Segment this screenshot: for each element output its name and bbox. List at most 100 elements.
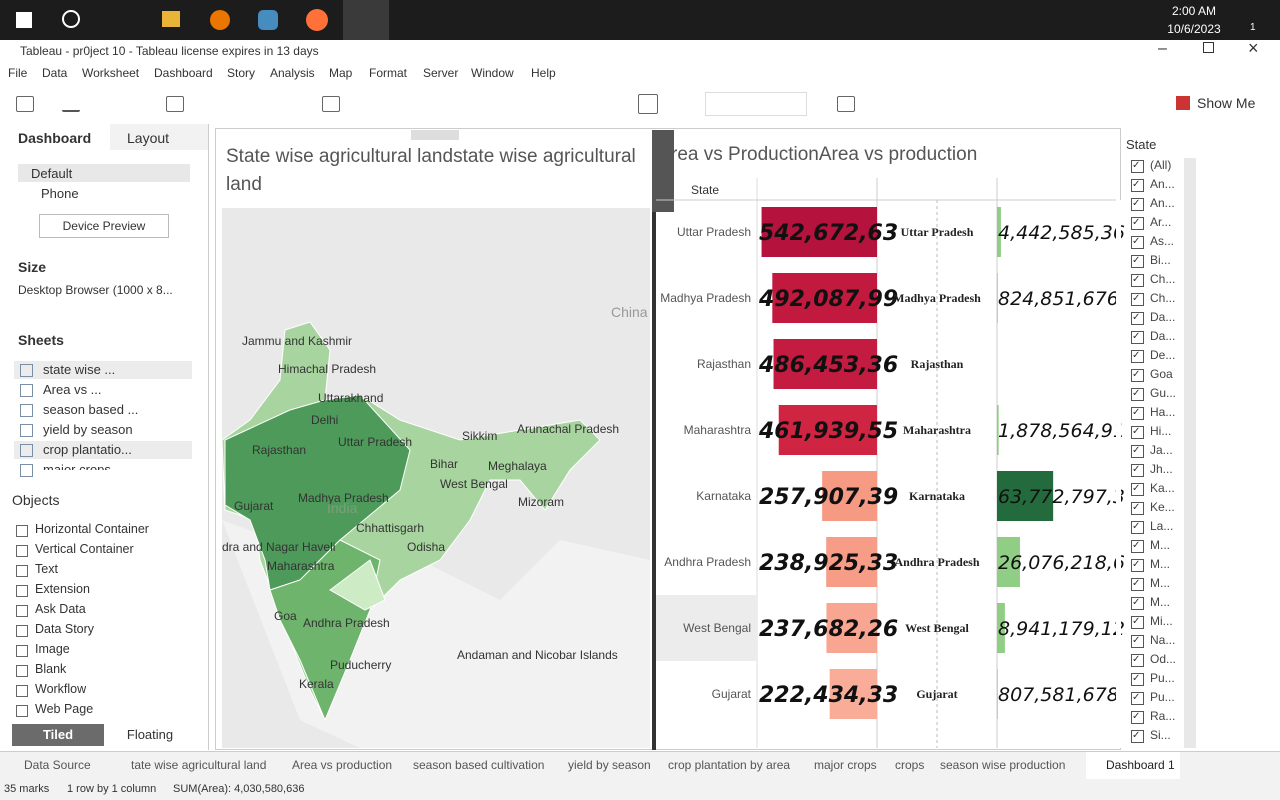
filter-item[interactable]: Da... xyxy=(1150,329,1176,343)
filter-item[interactable]: Ka... xyxy=(1150,481,1175,495)
object-item[interactable]: Workflow xyxy=(35,682,87,696)
filter-item[interactable]: Ha... xyxy=(1150,405,1176,419)
filter-item[interactable]: M... xyxy=(1150,576,1170,590)
checkbox[interactable]: ✓ xyxy=(1131,502,1144,515)
new-sheet[interactable] xyxy=(322,96,340,112)
state-header[interactable]: State xyxy=(691,183,720,197)
checkbox[interactable]: ✓ xyxy=(1131,217,1144,230)
sheet-item[interactable]: state wise ... xyxy=(43,362,116,377)
blender-icon[interactable] xyxy=(210,10,230,30)
filter-item[interactable]: An... xyxy=(1150,177,1175,191)
checkbox[interactable]: ✓ xyxy=(1131,198,1144,211)
filter-item[interactable]: M... xyxy=(1150,557,1170,571)
size-dropdown[interactable]: Desktop Browser (1000 x 8... xyxy=(18,283,173,297)
chart-button[interactable] xyxy=(837,96,855,112)
menu-item[interactable]: Server xyxy=(423,66,459,80)
device-default[interactable]: Default xyxy=(31,166,73,181)
checkbox[interactable]: ✓ xyxy=(1131,236,1144,249)
search-button[interactable] xyxy=(62,10,80,28)
checkbox[interactable]: ✓ xyxy=(1131,464,1144,477)
checkbox[interactable]: ✓ xyxy=(1131,350,1144,363)
save-button[interactable] xyxy=(166,96,184,112)
checkbox[interactable]: ✓ xyxy=(1131,179,1144,192)
sheet-tab[interactable]: tate wise agricultural land xyxy=(131,758,267,772)
filter-item[interactable]: Ch... xyxy=(1150,291,1176,305)
checkbox[interactable]: ✓ xyxy=(1131,293,1144,306)
checkbox[interactable]: ✓ xyxy=(1131,597,1144,610)
checkbox[interactable]: ✓ xyxy=(1131,521,1144,534)
filter-item[interactable]: Ch... xyxy=(1150,272,1176,286)
checkbox[interactable]: ✓ xyxy=(1131,426,1144,439)
text-button[interactable] xyxy=(638,94,658,114)
menu-item[interactable]: Map xyxy=(329,66,353,80)
device-phone[interactable]: Phone xyxy=(41,186,79,201)
filter-item[interactable]: M... xyxy=(1150,595,1170,609)
menu-item[interactable]: Data xyxy=(42,66,68,80)
checkbox[interactable]: ✓ xyxy=(1131,312,1144,325)
filter-item[interactable]: Ra... xyxy=(1150,709,1176,723)
show-me[interactable]: Show Me xyxy=(1197,95,1256,111)
menu-item[interactable]: File xyxy=(8,66,28,80)
start-button[interactable] xyxy=(16,12,32,28)
checkbox[interactable]: ✓ xyxy=(1131,331,1144,344)
checkbox[interactable]: ✓ xyxy=(1131,445,1144,458)
filter-item[interactable]: Da... xyxy=(1150,310,1176,324)
object-item[interactable]: Extension xyxy=(35,582,90,596)
filter-item[interactable]: Ar... xyxy=(1150,215,1172,229)
dashboard-tab[interactable]: Dashboard xyxy=(18,130,92,146)
filter-item[interactable]: M... xyxy=(1150,538,1170,552)
menu-item[interactable]: Analysis xyxy=(270,66,315,80)
sheet-tab[interactable]: major crops xyxy=(814,758,877,772)
filter-item[interactable]: Goa xyxy=(1150,367,1173,381)
menu-item[interactable]: Dashboard xyxy=(154,66,213,80)
sheet-tab[interactable]: season based cultivation xyxy=(413,758,545,772)
menu-item[interactable]: Format xyxy=(369,66,408,80)
object-item[interactable]: Web Page xyxy=(35,702,94,716)
checkbox[interactable]: ✓ xyxy=(1131,388,1144,401)
close[interactable]: × xyxy=(1248,38,1259,58)
checkbox[interactable]: ✓ xyxy=(1131,730,1144,743)
sheet-tab[interactable]: yield by season xyxy=(568,758,651,772)
menu-item[interactable]: Window xyxy=(471,66,514,80)
filter-item[interactable]: Od... xyxy=(1150,652,1177,666)
object-item[interactable]: Vertical Container xyxy=(35,542,134,556)
filter-item[interactable]: (All) xyxy=(1150,158,1172,172)
sheet-item[interactable]: Area vs ... xyxy=(43,382,102,397)
sheet-tab[interactable]: Dashboard 1 xyxy=(1106,758,1175,772)
checkbox[interactable]: ✓ xyxy=(1131,654,1144,667)
filter-item[interactable]: Mi... xyxy=(1150,614,1173,628)
firefox-icon[interactable] xyxy=(306,9,328,31)
sheet-tab[interactable]: season wise production xyxy=(940,758,1066,772)
floating-button[interactable]: Floating xyxy=(104,724,196,746)
sheet-item[interactable]: yield by season xyxy=(43,422,133,437)
sheet-item[interactable]: major crops xyxy=(43,462,111,470)
filter-item[interactable]: De... xyxy=(1150,348,1176,362)
sheet-tab[interactable]: Area vs production xyxy=(292,758,393,772)
checkbox[interactable]: ✓ xyxy=(1131,673,1144,686)
tiled-button[interactable]: Tiled xyxy=(12,724,104,746)
godot-icon[interactable] xyxy=(258,10,278,30)
checkbox[interactable]: ✓ xyxy=(1131,483,1144,496)
checkbox[interactable]: ✓ xyxy=(1131,692,1144,705)
home-button[interactable] xyxy=(16,96,34,112)
checkbox[interactable]: ✓ xyxy=(1131,559,1144,572)
checkbox[interactable]: ✓ xyxy=(1131,540,1144,553)
object-item[interactable]: Data Story xyxy=(35,622,95,636)
filter-item[interactable]: Ja... xyxy=(1150,443,1173,457)
back-button[interactable] xyxy=(62,96,80,112)
checkbox[interactable]: ✓ xyxy=(1131,635,1144,648)
fit-dropdown[interactable] xyxy=(705,92,807,116)
filter-item[interactable]: Na... xyxy=(1150,633,1176,647)
menu-item[interactable]: Story xyxy=(227,66,256,80)
filter-item[interactable]: Pu... xyxy=(1150,690,1175,704)
menu-item[interactable]: Worksheet xyxy=(82,66,140,80)
object-item[interactable]: Horizontal Container xyxy=(35,522,149,536)
checkbox[interactable]: ✓ xyxy=(1131,711,1144,724)
device-preview-button[interactable]: Device Preview xyxy=(39,214,169,238)
sheet-tab[interactable]: crop plantation by area xyxy=(668,758,791,772)
tableau-task[interactable] xyxy=(343,0,389,40)
filter-item[interactable]: Gu... xyxy=(1150,386,1177,400)
filter-item[interactable]: An... xyxy=(1150,196,1175,210)
maximize[interactable] xyxy=(1203,42,1214,53)
filter-item[interactable]: Jh... xyxy=(1150,462,1173,476)
